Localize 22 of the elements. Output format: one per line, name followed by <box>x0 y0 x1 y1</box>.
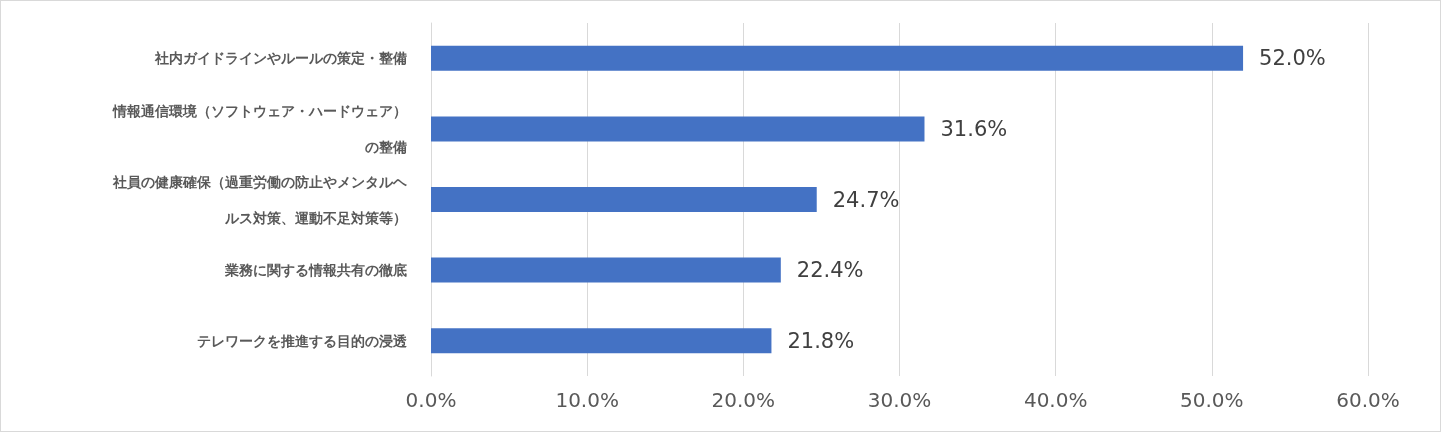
x-tick-label: 20.0% <box>711 388 776 412</box>
bar <box>431 257 781 283</box>
x-tick-label: 0.0% <box>405 388 457 412</box>
data-label: 22.4% <box>796 258 864 283</box>
data-label: 31.6% <box>940 116 1008 141</box>
data-label: 52.0% <box>1259 46 1326 71</box>
category-label: 社員の健康確保（過重労働の防止やメンタルヘルス対策、運動不足対策等） <box>113 173 407 226</box>
x-tick-label: 50.0% <box>1180 388 1244 412</box>
x-tick-label: 40.0% <box>1023 388 1088 412</box>
bar <box>431 187 817 212</box>
x-tick-label: 30.0% <box>867 388 932 412</box>
y-tick-label: 業務に関する情報共有の徹底 <box>224 262 407 279</box>
x-tick-label: 60.0% <box>1336 388 1400 412</box>
bar <box>431 328 772 354</box>
bar <box>431 116 925 142</box>
category-label: 情報通信環境（ソフトウェア・ハードウェア）の整備 <box>113 102 407 155</box>
y-tick-label: 社内ガイドラインやルールの策定・整備 <box>154 50 407 67</box>
data-label: 24.7% <box>832 187 900 212</box>
x-tick-label: 10.0% <box>555 388 619 412</box>
y-tick-label: テレワークを推進する目的の浸透 <box>197 332 408 349</box>
bar <box>431 45 1244 71</box>
data-label: 21.8% <box>787 328 855 353</box>
